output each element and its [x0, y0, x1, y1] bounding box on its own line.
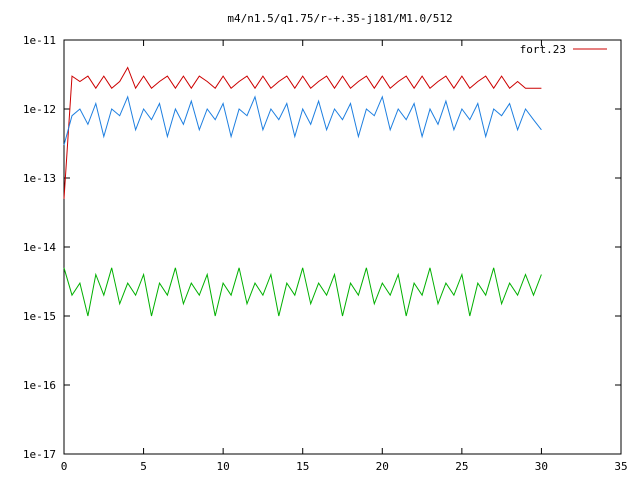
y-axis: 1e-17 1e-16 1e-15 1e-14 1e-13 1e-12 1e-11: [23, 34, 621, 461]
x-tick-label: 15: [296, 460, 309, 473]
legend-entry-fort-23: fort.23: [520, 43, 566, 56]
series-line-1: [63, 66, 542, 199]
x-tick-label: 35: [614, 460, 627, 473]
series-layer: [63, 66, 542, 317]
x-tick-label: 30: [535, 460, 548, 473]
x-tick-label: 5: [140, 460, 147, 473]
x-tick-label: 25: [455, 460, 468, 473]
legend: fort.23: [520, 43, 607, 56]
x-tick-label: 10: [217, 460, 230, 473]
y-tick-label: 1e-14: [23, 241, 56, 254]
y-tick-label: 1e-11: [23, 34, 56, 47]
y-tick-label: 1e-12: [23, 103, 56, 116]
y-tick-label: 1e-13: [23, 172, 56, 185]
x-axis: 0 5 10 15 20 25 30 35: [61, 40, 628, 473]
x-tick-label: 0: [61, 460, 68, 473]
y-tick-label: 1e-15: [23, 310, 56, 323]
plot-frame: [63, 39, 622, 455]
y-tick-label: 1e-17: [23, 448, 56, 461]
x-tick-label: 20: [376, 460, 389, 473]
series-line-3: [63, 267, 542, 317]
y-tick-label: 1e-16: [23, 379, 56, 392]
chart-title: m4/n1.5/q1.75/r-+.35-j181/M1.0/512: [227, 12, 452, 25]
series-line-2: [63, 95, 542, 146]
